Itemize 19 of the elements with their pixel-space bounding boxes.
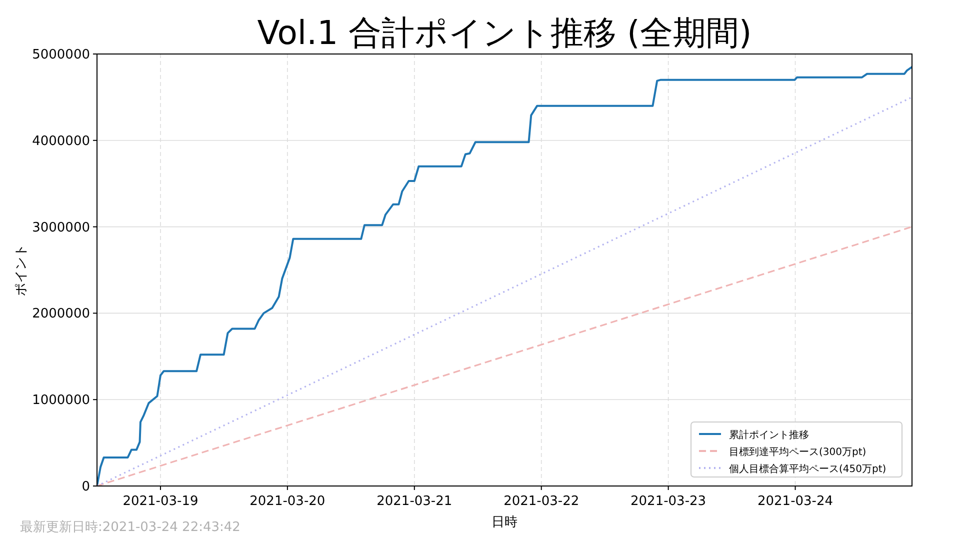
x-tick-label: 2021-03-20 — [250, 494, 326, 509]
x-tick-label: 2021-03-24 — [757, 494, 834, 509]
y-tick-label: 0 — [82, 480, 90, 494]
y-axis-title: ポイント — [14, 244, 29, 296]
x-tick-label: 2021-03-19 — [122, 494, 198, 509]
x-axis-title: 日時 — [492, 515, 518, 530]
y-tick-label: 5000000 — [32, 48, 90, 62]
y-tick-label: 2000000 — [32, 306, 90, 322]
chart-title: Vol.1 合計ポイント推移 (全期間) — [257, 13, 752, 52]
x-tick-label: 2021-03-22 — [504, 494, 580, 509]
text: 最新更新日時:2021-03-24 22:43:42 — [20, 520, 240, 535]
legend-label: 累計ポイント推移 — [729, 429, 809, 441]
x-tick-label: 2021-03-21 — [376, 494, 452, 509]
legend-label: 目標到達平均ペース(300万pt) — [729, 446, 866, 458]
legend-label: 個人目標合算平均ペース(450万pt) — [729, 463, 886, 475]
x-tick-label: 2021-03-23 — [630, 494, 706, 509]
y-tick-label: 1000000 — [32, 393, 90, 408]
y-tick-label: 4000000 — [32, 134, 90, 149]
y-tick-label: 3000000 — [32, 220, 90, 236]
